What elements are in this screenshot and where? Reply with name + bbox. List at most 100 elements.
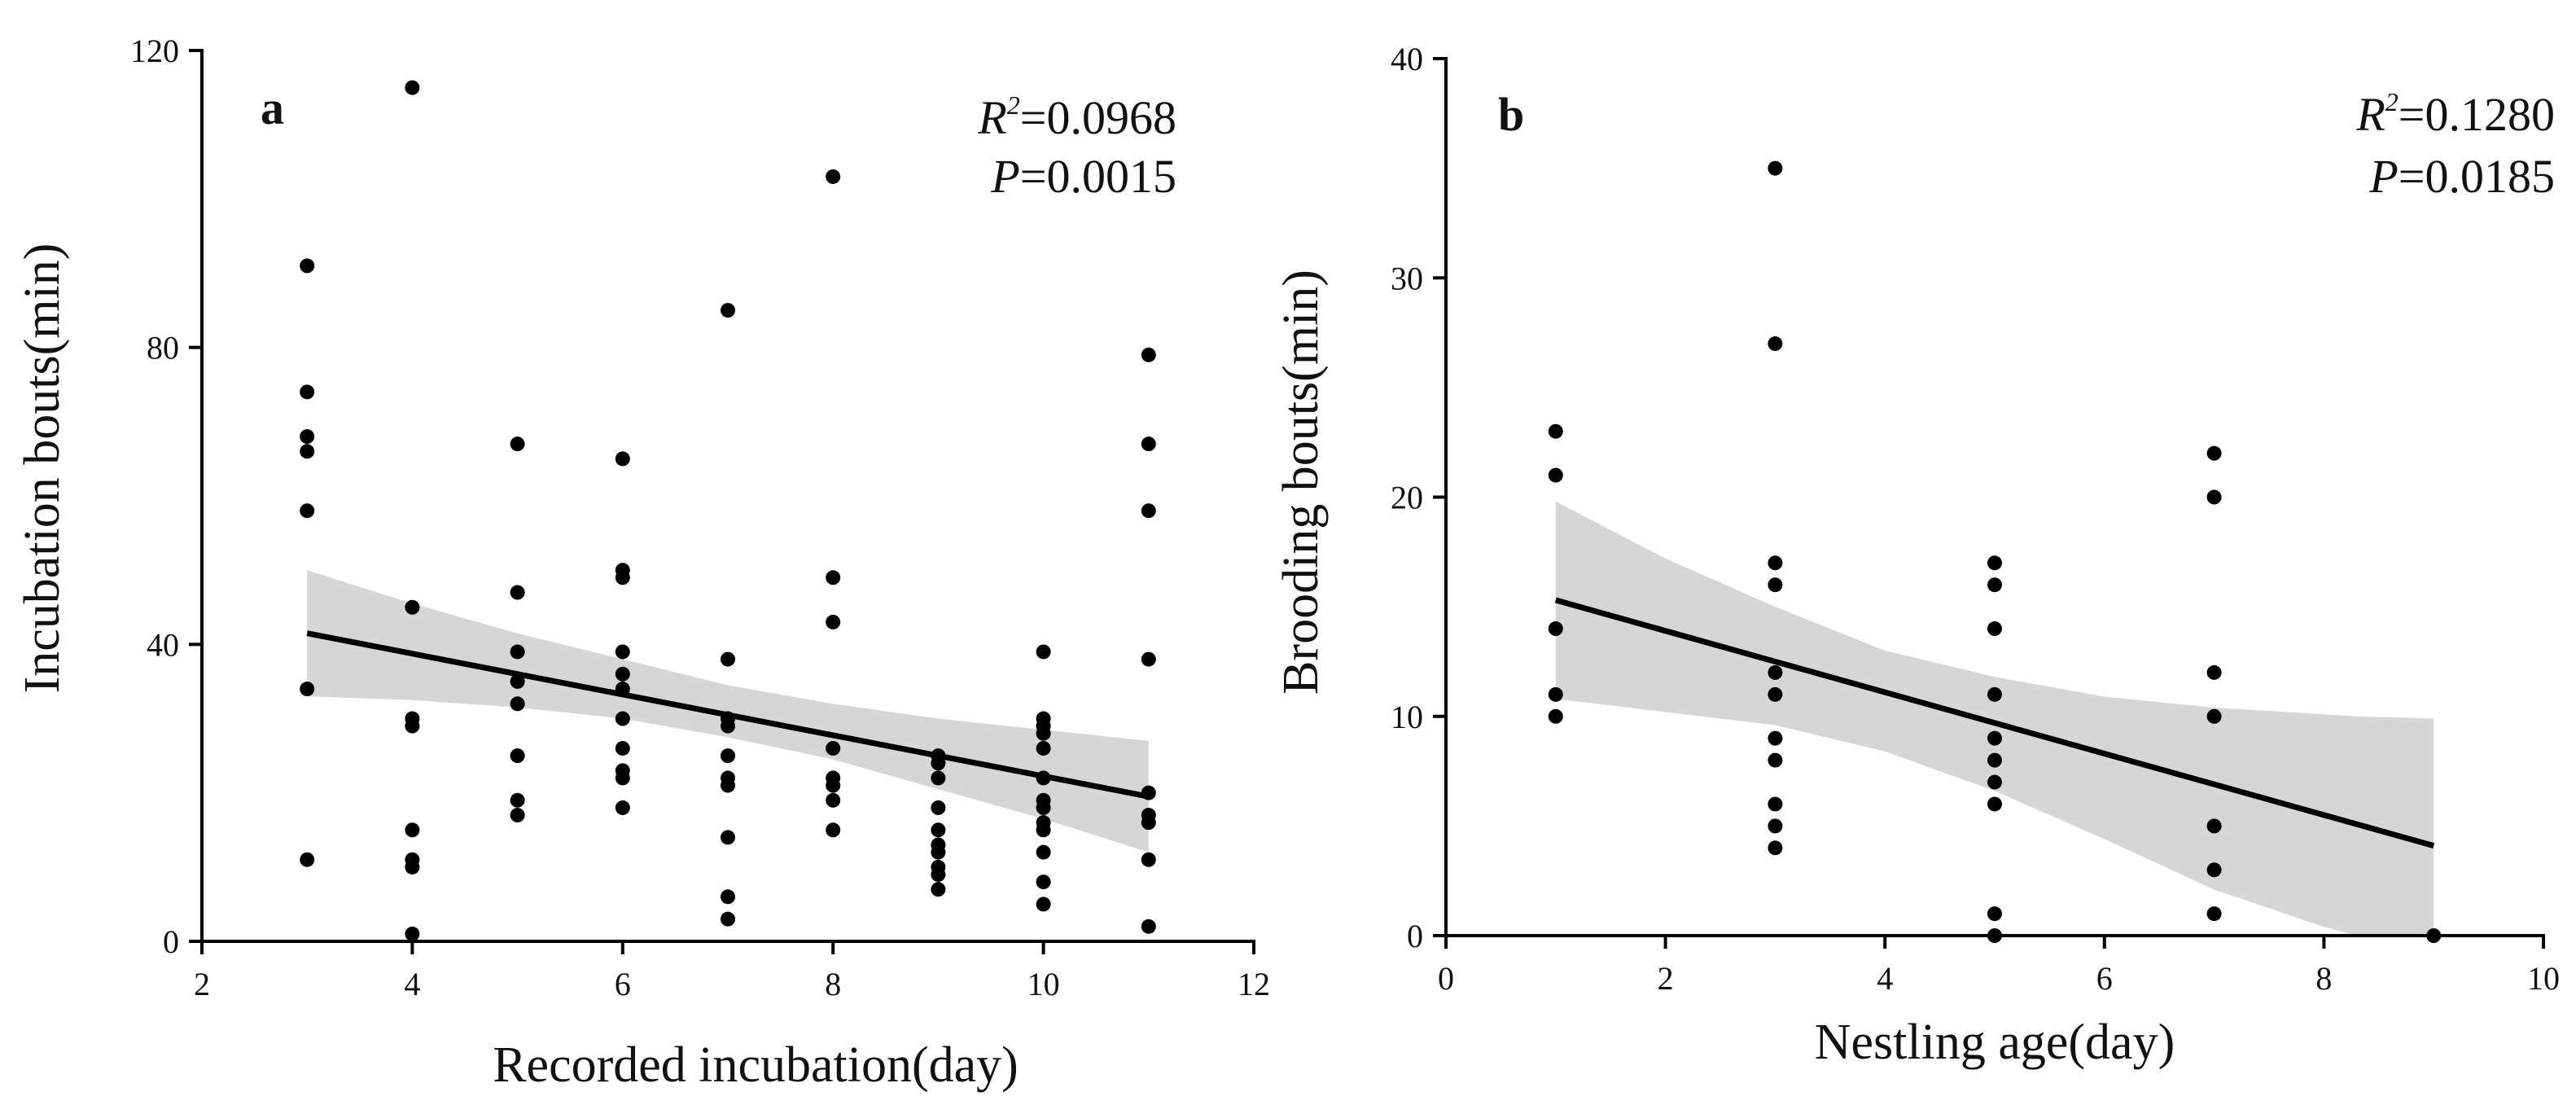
panel-a-x-tick-label-0: 2 xyxy=(194,966,210,1002)
panel-a-point-53 xyxy=(931,756,946,771)
panel-b-point-7 xyxy=(1768,555,1783,571)
panel-b-point-32 xyxy=(2206,906,2222,922)
panel-b-x-tick-label-4: 8 xyxy=(2315,960,2332,997)
panel-a-point-81 xyxy=(1141,815,1156,831)
panel-a-x-tick-label-1: 4 xyxy=(404,966,420,1002)
panel-b-x-ticks: 0 2 4 6 8 10 xyxy=(1438,936,2560,997)
panel-b-y-axis-title: Brooding bouts(min) xyxy=(1273,270,1329,695)
panel-b-point-9 xyxy=(1768,664,1783,680)
panel-b-y-tick-label-0: 0 xyxy=(1407,918,1423,954)
panel-a-point-44 xyxy=(826,169,841,184)
panel-a-point-34 xyxy=(721,303,735,318)
panel-a-point-30 xyxy=(615,740,630,756)
panel-b-r2-label: R xyxy=(2355,88,2385,141)
panel-a-point-35 xyxy=(721,651,735,667)
panel-b-point-2 xyxy=(1548,621,1563,637)
panel-a-point-47 xyxy=(826,740,841,756)
panel-b: 0 2 4 6 8 10 0 10 20 30 40 Nestling age(day) Broo… xyxy=(1273,41,2560,1070)
panel-a-point-38 xyxy=(721,748,735,764)
panel-a-point-56 xyxy=(931,822,946,838)
panel-a-point-49 xyxy=(826,778,841,793)
panel-a-point-8 xyxy=(405,599,420,615)
panel-b-point-3 xyxy=(1548,686,1563,702)
panel-a-point-74 xyxy=(1036,897,1051,912)
panel-a-point-1 xyxy=(300,384,315,400)
panel-a-point-2 xyxy=(300,429,315,445)
panel-b-y-tick-label-3: 30 xyxy=(1391,260,1423,296)
panel-b-point-12 xyxy=(1768,752,1783,768)
panel-a-x-tick-label-4: 10 xyxy=(1027,966,1060,1002)
panel-a-point-20 xyxy=(510,748,525,764)
panel-a-point-46 xyxy=(826,614,841,629)
panel-b-point-13 xyxy=(1768,796,1783,812)
panel-a-point-33 xyxy=(615,800,630,815)
panel-a-point-58 xyxy=(931,844,946,860)
panel-b-x-tick-label-0: 0 xyxy=(1438,960,1454,997)
panel-a-point-60 xyxy=(931,866,946,882)
panel-a-point-61 xyxy=(931,882,946,897)
panel-a-point-23 xyxy=(615,451,630,467)
panel-a-point-54 xyxy=(931,770,946,786)
panel-a-point-11 xyxy=(405,822,420,838)
panel-a-point-50 xyxy=(826,792,841,808)
panel-b-point-8 xyxy=(1768,577,1783,593)
panel-b-point-22 xyxy=(1987,774,2002,790)
panel-a-point-75 xyxy=(1141,347,1156,362)
panel-a-point-43 xyxy=(721,911,735,927)
panel-a-point-73 xyxy=(1036,875,1051,890)
panel-b-r2-sup: 2 xyxy=(2385,87,2399,116)
panel-a-p-label: P xyxy=(990,150,1019,203)
panel-b-r2-text: R2=0.1280 xyxy=(2355,87,2555,141)
panel-a-point-29 xyxy=(615,711,630,726)
panel-b-point-4 xyxy=(1548,708,1563,724)
panel-b-p-label: P xyxy=(2368,150,2398,203)
panel-b-point-14 xyxy=(1768,818,1783,834)
panel-a-point-37 xyxy=(721,718,735,734)
panel-a-x-axis-title: Recorded incubation(day) xyxy=(493,1037,1019,1093)
panel-b-point-1 xyxy=(1548,467,1563,483)
panel-a-point-83 xyxy=(1141,919,1156,934)
panel-b-point-23 xyxy=(1987,796,2002,812)
panel-b-point-24 xyxy=(1987,906,2002,922)
panel-a-point-7 xyxy=(405,80,420,95)
panel-a-point-3 xyxy=(300,444,315,459)
panel-b-point-0 xyxy=(1548,423,1563,439)
panel-b-fit-line xyxy=(1554,597,2435,848)
panel-b-point-21 xyxy=(1987,752,2002,768)
panel-a-point-69 xyxy=(1036,800,1051,815)
panel-a-point-40 xyxy=(721,778,735,793)
panel-b-point-28 xyxy=(2206,664,2222,680)
panel-b-x-axis-title: Nestling age(day) xyxy=(1815,1015,2175,1070)
panel-b-p-text: P=0.0185 xyxy=(2368,150,2555,203)
panel-b-point-16 xyxy=(1987,555,2002,571)
panel-a-point-16 xyxy=(510,585,525,600)
panel-a-point-13 xyxy=(405,859,420,875)
panel-a: 2 4 6 8 10 12 0 40 80 120 Recorded incubation(da… xyxy=(15,33,1270,1093)
panel-a-fit-line xyxy=(306,630,1150,800)
panel-a-point-82 xyxy=(1141,852,1156,867)
panel-a-point-21 xyxy=(510,792,525,808)
panel-a-point-17 xyxy=(510,644,525,660)
panel-a-point-78 xyxy=(1141,651,1156,667)
panel-a-point-66 xyxy=(1036,740,1051,756)
panel-a-letter: a xyxy=(261,81,284,134)
panel-a-point-18 xyxy=(510,673,525,689)
panel-a-point-76 xyxy=(1141,436,1156,452)
panel-b-point-26 xyxy=(2206,445,2222,461)
panel-a-point-27 xyxy=(615,666,630,682)
panel-a-y-tick-label-1: 40 xyxy=(147,626,179,663)
panel-a-y-tick-label-2: 80 xyxy=(147,330,179,366)
panel-b-point-18 xyxy=(1987,621,2002,637)
panel-a-point-4 xyxy=(300,503,315,519)
panel-a-point-42 xyxy=(721,889,735,905)
panel-a-point-14 xyxy=(405,926,420,941)
panel-a-point-5 xyxy=(300,682,315,697)
panel-b-x-tick-label-5: 10 xyxy=(2527,960,2560,997)
panel-a-x-tick-label-5: 12 xyxy=(1238,966,1270,1002)
panel-a-point-71 xyxy=(1036,822,1051,838)
panel-a-point-6 xyxy=(300,852,315,867)
panel-b-point-30 xyxy=(2206,818,2222,834)
panel-a-points xyxy=(300,80,1156,941)
panel-b-p-value: =0.0185 xyxy=(2399,150,2555,203)
